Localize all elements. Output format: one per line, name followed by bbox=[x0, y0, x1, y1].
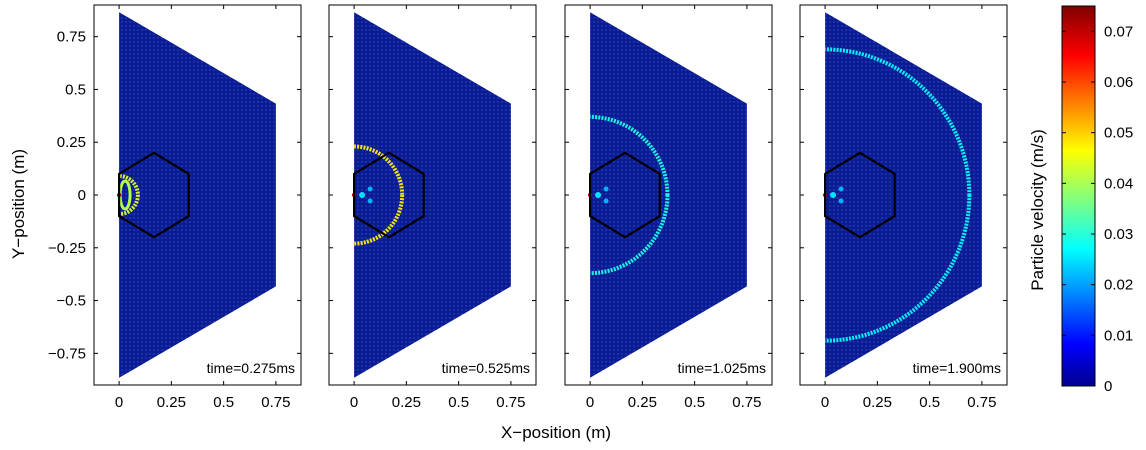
colorbar-tick-label: 0.04 bbox=[1104, 175, 1133, 192]
x-axis-label: X−position (m) bbox=[501, 423, 611, 442]
colorbar-tick-label: 0.05 bbox=[1104, 125, 1133, 142]
y-tick-label: −0.5 bbox=[56, 293, 86, 310]
x-tick-label: 0.5 bbox=[213, 394, 234, 411]
x-tick-label: 0 bbox=[115, 394, 123, 411]
y-tick-label: 0.25 bbox=[57, 134, 86, 151]
wavefront-group bbox=[825, 47, 972, 343]
x-tick-label: 0.75 bbox=[967, 394, 996, 411]
colorbar-tick-label: 0.07 bbox=[1104, 23, 1133, 40]
y-axis-label: Y−position (m) bbox=[9, 149, 28, 259]
particle-field bbox=[825, 12, 982, 378]
inner-scatter bbox=[603, 198, 609, 204]
colorbar: 0 0.01 0.02 0.03 0.04 0.05 0.06 0.07 bbox=[1061, 5, 1133, 395]
colorbar-tick-label: 0.03 bbox=[1104, 226, 1133, 243]
hexagon-outline bbox=[588, 151, 661, 239]
particle-field bbox=[119, 12, 276, 378]
inner-scatter bbox=[367, 186, 373, 192]
x-tick-label: 0.25 bbox=[157, 394, 186, 411]
y-tick-label: −0.25 bbox=[48, 240, 86, 257]
inner-scatter bbox=[359, 192, 366, 198]
colorbar-tick-label: 0 bbox=[1104, 378, 1112, 395]
time-label: time=1.900ms bbox=[913, 360, 1001, 376]
wavefront-ring bbox=[825, 47, 972, 343]
x-tick-label: 0.5 bbox=[684, 394, 705, 411]
x-tick-label: 0.75 bbox=[732, 394, 761, 411]
time-label: time=1.025ms bbox=[678, 360, 766, 376]
hexagon-outline bbox=[823, 151, 896, 239]
colorbar-tick-label: 0.01 bbox=[1104, 327, 1133, 344]
colorbar-tick-label: 0.02 bbox=[1104, 277, 1133, 294]
panel-4: 0 0.25 0.5 0.75 time=1.900ms bbox=[799, 4, 1008, 411]
inner-scatter bbox=[603, 186, 609, 192]
panels-group: 0 0.25 0.5 0.75 −0.75 −0.5 −0.25 0 0.25 0.5 0.75 ti… bbox=[48, 4, 1008, 411]
panel-3: 0 0.25 0.5 0.75 time=1.025ms bbox=[564, 4, 773, 411]
x-tick-label: 0 bbox=[350, 394, 358, 411]
x-tick-label: 0.5 bbox=[919, 394, 940, 411]
x-tick-label: 0 bbox=[586, 394, 594, 411]
hexagon-outline bbox=[353, 151, 425, 239]
particle-field bbox=[354, 12, 511, 378]
y-tick-label: 0.75 bbox=[57, 29, 86, 46]
inner-scatter bbox=[838, 186, 844, 192]
colorbar-ticks: 0 0.01 0.02 0.03 0.04 0.05 0.06 0.07 bbox=[1062, 23, 1133, 395]
wavefront-ring bbox=[354, 144, 405, 246]
wavefront-ring bbox=[119, 174, 140, 216]
x-tick-label: 0.75 bbox=[496, 394, 525, 411]
x-tick-label: 0.75 bbox=[261, 394, 290, 411]
colorbar-tick-label: 0.06 bbox=[1104, 74, 1133, 91]
x-tick-label: 0 bbox=[821, 394, 829, 411]
wavefront-group bbox=[354, 144, 405, 246]
y-tick-label: −0.75 bbox=[48, 345, 86, 362]
inner-scatter bbox=[367, 198, 373, 204]
x-tick-label: 0.25 bbox=[392, 394, 421, 411]
colorbar-gradient bbox=[1061, 5, 1096, 387]
time-label: time=0.275ms bbox=[207, 360, 295, 376]
panel-2: 0 0.25 0.5 0.75 time=0.525ms bbox=[328, 4, 537, 411]
inner-scatter bbox=[830, 192, 837, 198]
inner-scatter bbox=[595, 192, 602, 198]
x-tick-label: 0.25 bbox=[628, 394, 657, 411]
inner-scatter bbox=[838, 198, 844, 204]
wavefront-group bbox=[590, 114, 670, 276]
hexagon-outline bbox=[117, 151, 190, 239]
panel-1: 0 0.25 0.5 0.75 −0.75 −0.5 −0.25 0 0.25 0.5 0.75 ti… bbox=[48, 4, 302, 411]
x-tick-label: 0.25 bbox=[863, 394, 892, 411]
wavefront-ring bbox=[590, 114, 670, 276]
x-tick-label: 0.5 bbox=[448, 394, 469, 411]
y-tick-label: 0.5 bbox=[65, 81, 86, 98]
y-tick-label: 0 bbox=[78, 187, 86, 204]
time-label: time=0.525ms bbox=[442, 360, 530, 376]
colorbar-label: Particle velocity (m/s) bbox=[1028, 129, 1047, 291]
